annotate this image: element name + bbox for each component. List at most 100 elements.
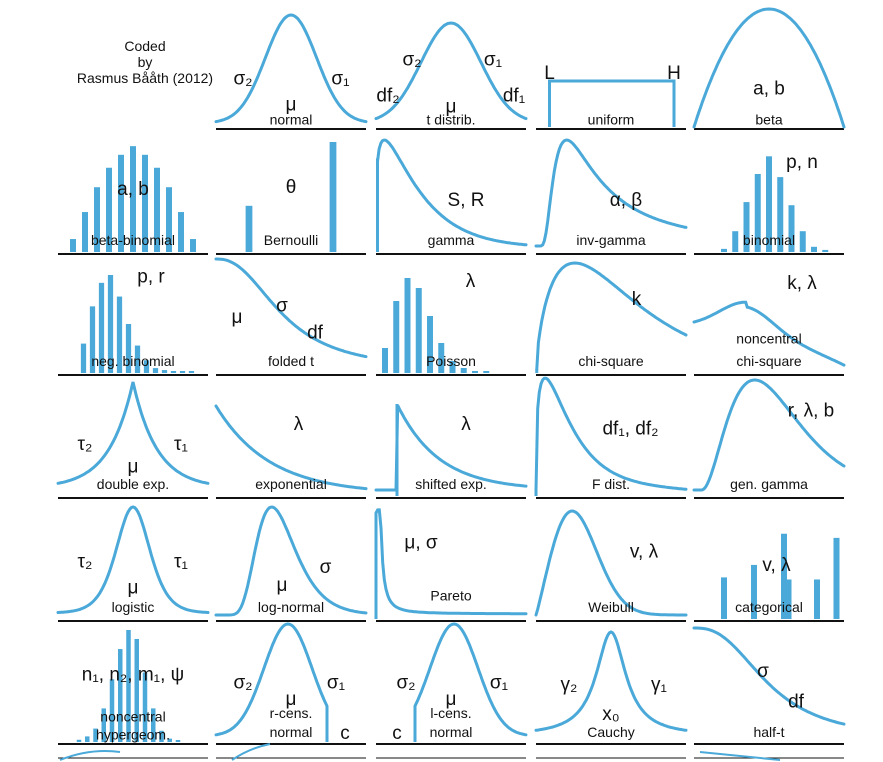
density-curve <box>534 376 688 492</box>
probability-bar <box>179 371 186 373</box>
probability-bar <box>788 205 795 252</box>
panel-log-normal: μ σ log-normal <box>214 505 368 617</box>
panel-shifted-exp-: λ shifted exp. <box>374 404 528 496</box>
param-label: v, λ <box>762 555 791 576</box>
panel-noncentral-hypergeom-: n₁, n₂, m₁, ψ noncentral hypergeom. <box>76 630 184 742</box>
probability-bar <box>822 249 829 252</box>
param-label: μ <box>128 457 139 478</box>
probability-bar <box>811 246 817 252</box>
probability-bar <box>721 577 727 619</box>
probability-bar <box>143 360 150 373</box>
distribution-name: r-cens. <box>270 705 313 721</box>
probability-bar <box>427 316 433 373</box>
distribution-name: gen. gamma <box>730 476 808 492</box>
param-label: μ <box>286 689 297 710</box>
probability-bar <box>245 205 253 252</box>
density-curve <box>214 13 368 124</box>
density-curve <box>59 750 121 761</box>
density-curve <box>692 626 846 726</box>
probability-bar <box>166 187 172 252</box>
density-curve <box>692 300 846 367</box>
param-label: λ <box>461 414 471 435</box>
distribution-name: binomial <box>743 232 795 248</box>
density-curve <box>231 743 271 761</box>
credit-line-2: by <box>137 54 153 70</box>
panel-r-cens-normal: σ₂ σ₁ μ c r-cens. normal <box>214 622 350 744</box>
probability-bar <box>382 348 388 373</box>
param-label: k, λ <box>787 273 817 294</box>
probability-bar <box>161 370 168 373</box>
credit-block: Coded by Rasmus Bååth (2012) <box>60 38 230 86</box>
distribution-name: shifted exp. <box>415 476 487 492</box>
distribution-name: beta <box>755 111 782 127</box>
density-curve <box>548 79 676 127</box>
panel-weibull: v, λ Weibull <box>534 509 688 617</box>
probability-bar <box>188 371 195 373</box>
probability-bar <box>134 638 139 742</box>
param-label: L <box>544 63 555 84</box>
param-label: μ <box>128 577 139 598</box>
distribution-name: gamma <box>428 232 475 248</box>
distribution-name: folded t <box>268 353 314 369</box>
probability-bar <box>118 649 123 742</box>
probability-bar <box>142 154 148 252</box>
distribution-name: normal <box>270 724 313 740</box>
param-label: x₀ <box>602 704 619 725</box>
panel-f-dist-: df₁, df₂ F dist. <box>534 376 688 496</box>
param-label: σ₂ <box>233 69 252 90</box>
probability-bar <box>126 630 131 742</box>
param-label: σ₂ <box>402 50 421 71</box>
param-label: c <box>340 723 350 744</box>
probability-bar <box>460 368 467 373</box>
param-label: a, b <box>117 179 149 200</box>
param-label: n₁, n₂, m₁, ψ <box>82 665 184 686</box>
probability-bar <box>134 345 141 373</box>
probability-bar <box>754 174 761 252</box>
param-label: df₁ <box>503 85 525 106</box>
probability-bar <box>82 212 88 252</box>
probability-bar <box>833 537 840 619</box>
param-label: μ <box>286 94 297 115</box>
distribution-name: Bernoulli <box>264 232 318 248</box>
probability-bar <box>438 343 445 373</box>
param-label: df₁, df₂ <box>602 419 658 440</box>
param-label: μ <box>232 307 243 328</box>
panel-t-distrib-: σ₂ σ₁ df₂ df₁ μt distrib. <box>374 21 528 127</box>
panel-gen-gamma: r, λ, b gen. gamma <box>692 378 846 492</box>
probability-bar <box>449 361 456 373</box>
probability-bar <box>101 708 106 742</box>
param-label: σ <box>757 661 769 682</box>
probability-bar <box>93 728 98 742</box>
panel-neg-binomial: p, r neg. binomial <box>80 266 195 373</box>
param-label: μ, σ <box>404 533 438 554</box>
probability-bar <box>483 371 490 373</box>
param-label: S, R <box>448 190 485 211</box>
credit-line-3: Rasmus Bååth (2012) <box>76 70 214 86</box>
panel-noncentral-chi-square: k, λ noncentral chi-square <box>692 273 846 369</box>
param-label: γ₁ <box>651 675 667 696</box>
param-label: v, λ <box>630 542 659 563</box>
panel-bernoulli: θ Bernoulli <box>245 142 337 252</box>
probability-bar <box>125 324 132 373</box>
param-label: μ <box>277 575 288 596</box>
probability-bar <box>781 533 787 619</box>
distribution-name: noncentral <box>100 708 165 724</box>
density-curve <box>374 404 528 492</box>
density-curve <box>214 505 368 617</box>
param-label: p, r <box>137 266 165 287</box>
panel-pareto: μ, σ Pareto <box>374 508 528 619</box>
param-label: σ₁ <box>484 50 502 71</box>
probability-bar <box>70 239 76 252</box>
probability-bar <box>152 368 159 373</box>
density-curve <box>534 630 688 732</box>
probability-bar <box>777 177 784 252</box>
param-label: r, λ, b <box>788 401 834 422</box>
probability-bar <box>170 371 177 373</box>
probability-bar <box>118 154 124 252</box>
panel-folded-t: μ σdf folded t <box>214 257 368 369</box>
